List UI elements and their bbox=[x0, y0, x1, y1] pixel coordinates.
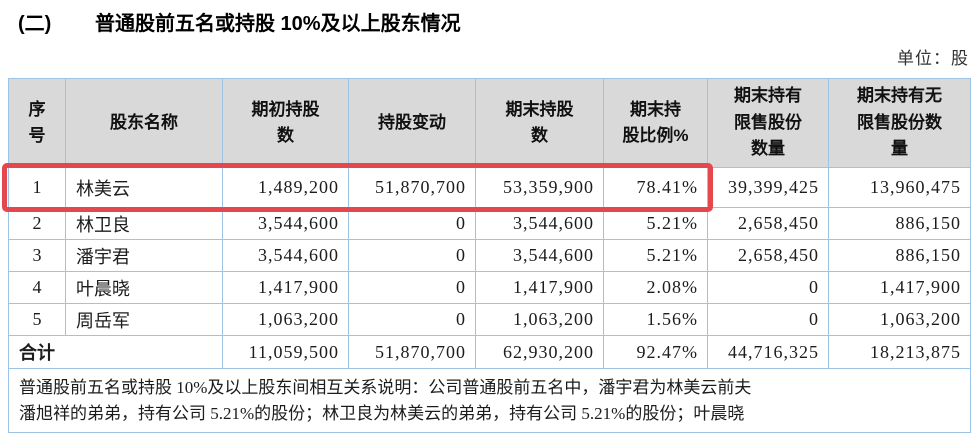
cell-name: 林美云 bbox=[65, 167, 223, 208]
relationship-note: 普通股前五名或持股 10%及以上股东间相互关系说明：公司普通股前五名中，潘宇君为… bbox=[8, 368, 971, 433]
col-header-change: 持股变动 bbox=[348, 78, 476, 168]
cell-unrestricted: 1,417,900 bbox=[828, 271, 971, 304]
col-header-begin: 期初持股 数 bbox=[222, 78, 349, 168]
cell-pct: 78.41% bbox=[603, 167, 708, 208]
col-header-restricted: 期末持有 限售股份 数量 bbox=[707, 78, 829, 168]
total-restricted: 44,716,325 bbox=[707, 335, 829, 369]
page-title: 普通股前五名或持股 10%及以上股东情况 bbox=[95, 13, 461, 35]
total-change: 51,870,700 bbox=[348, 335, 476, 369]
total-pct: 92.47% bbox=[603, 335, 708, 369]
cell-unrestricted: 1,063,200 bbox=[828, 303, 971, 336]
total-end: 62,930,200 bbox=[475, 335, 604, 369]
cell-no: 1 bbox=[8, 167, 66, 208]
cell-pct: 1.56% bbox=[603, 303, 708, 336]
cell-no: 5 bbox=[8, 303, 66, 336]
cell-end: 53,359,900 bbox=[475, 167, 604, 208]
table-note-row: 普通股前五名或持股 10%及以上股东间相互关系说明：公司普通股前五名中，潘宇君为… bbox=[8, 368, 971, 433]
col-header-no: 序 号 bbox=[8, 78, 66, 168]
table-header-row: 序 号 股东名称 期初持股 数 持股变动 期末持股 数 期末持 股比例% 期末持… bbox=[8, 78, 971, 168]
total-begin: 11,059,500 bbox=[222, 335, 349, 369]
cell-no: 4 bbox=[8, 271, 66, 304]
cell-change: 0 bbox=[348, 207, 476, 240]
cell-end: 1,417,900 bbox=[475, 271, 604, 304]
table-row: 2 林卫良 3,544,600 0 3,544,600 5.21% 2,658,… bbox=[8, 207, 971, 240]
table-row: 5 周岳军 1,063,200 0 1,063,200 1.56% 0 1,06… bbox=[8, 303, 971, 336]
cell-unrestricted: 13,960,475 bbox=[828, 167, 971, 208]
cell-change: 51,870,700 bbox=[348, 167, 476, 208]
cell-name: 周岳军 bbox=[65, 303, 223, 336]
shareholders-table-grid: 序 号 股东名称 期初持股 数 持股变动 期末持股 数 期末持 股比例% 期末持… bbox=[8, 78, 971, 433]
section-title: (二) 普通股前五名或持股 10%及以上股东情况 bbox=[18, 7, 461, 36]
col-header-end: 期末持股 数 bbox=[475, 78, 604, 168]
cell-pct: 2.08% bbox=[603, 271, 708, 304]
cell-begin: 1,489,200 bbox=[222, 167, 349, 208]
cell-unrestricted: 886,150 bbox=[828, 239, 971, 272]
cell-name: 林卫良 bbox=[65, 207, 223, 240]
cell-no: 2 bbox=[8, 207, 66, 240]
cell-restricted: 2,658,450 bbox=[707, 239, 829, 272]
total-label: 合计 bbox=[8, 335, 223, 369]
cell-restricted: 39,399,425 bbox=[707, 167, 829, 208]
cell-begin: 1,063,200 bbox=[222, 303, 349, 336]
section-number: (二) bbox=[18, 13, 52, 35]
cell-pct: 5.21% bbox=[603, 239, 708, 272]
cell-unrestricted: 886,150 bbox=[828, 207, 971, 240]
cell-begin: 3,544,600 bbox=[222, 239, 349, 272]
table-row: 1 林美云 1,489,200 51,870,700 53,359,900 78… bbox=[8, 167, 971, 208]
cell-restricted: 0 bbox=[707, 271, 829, 304]
cell-end: 3,544,600 bbox=[475, 239, 604, 272]
col-header-unrestricted: 期末持有无 限售股份数 量 bbox=[828, 78, 971, 168]
cell-no: 3 bbox=[8, 239, 66, 272]
col-header-pct: 期末持 股比例% bbox=[603, 78, 708, 168]
cell-change: 0 bbox=[348, 239, 476, 272]
total-unrestricted: 18,213,875 bbox=[828, 335, 971, 369]
cell-restricted: 0 bbox=[707, 303, 829, 336]
cell-change: 0 bbox=[348, 271, 476, 304]
cell-name: 潘宇君 bbox=[65, 239, 223, 272]
cell-end: 1,063,200 bbox=[475, 303, 604, 336]
cell-change: 0 bbox=[348, 303, 476, 336]
cell-pct: 5.21% bbox=[603, 207, 708, 240]
shareholders-table: 序 号 股东名称 期初持股 数 持股变动 期末持股 数 期末持 股比例% 期末持… bbox=[8, 78, 971, 433]
cell-begin: 1,417,900 bbox=[222, 271, 349, 304]
cell-end: 3,544,600 bbox=[475, 207, 604, 240]
col-header-name: 股东名称 bbox=[65, 78, 223, 168]
unit-label: 单位：股 bbox=[897, 49, 969, 68]
table-row: 4 叶晨晓 1,417,900 0 1,417,900 2.08% 0 1,41… bbox=[8, 271, 971, 304]
table-total-row: 合计 11,059,500 51,870,700 62,930,200 92.4… bbox=[8, 335, 971, 369]
cell-begin: 3,544,600 bbox=[222, 207, 349, 240]
cell-restricted: 2,658,450 bbox=[707, 207, 829, 240]
cell-name: 叶晨晓 bbox=[65, 271, 223, 304]
table-row: 3 潘宇君 3,544,600 0 3,544,600 5.21% 2,658,… bbox=[8, 239, 971, 272]
